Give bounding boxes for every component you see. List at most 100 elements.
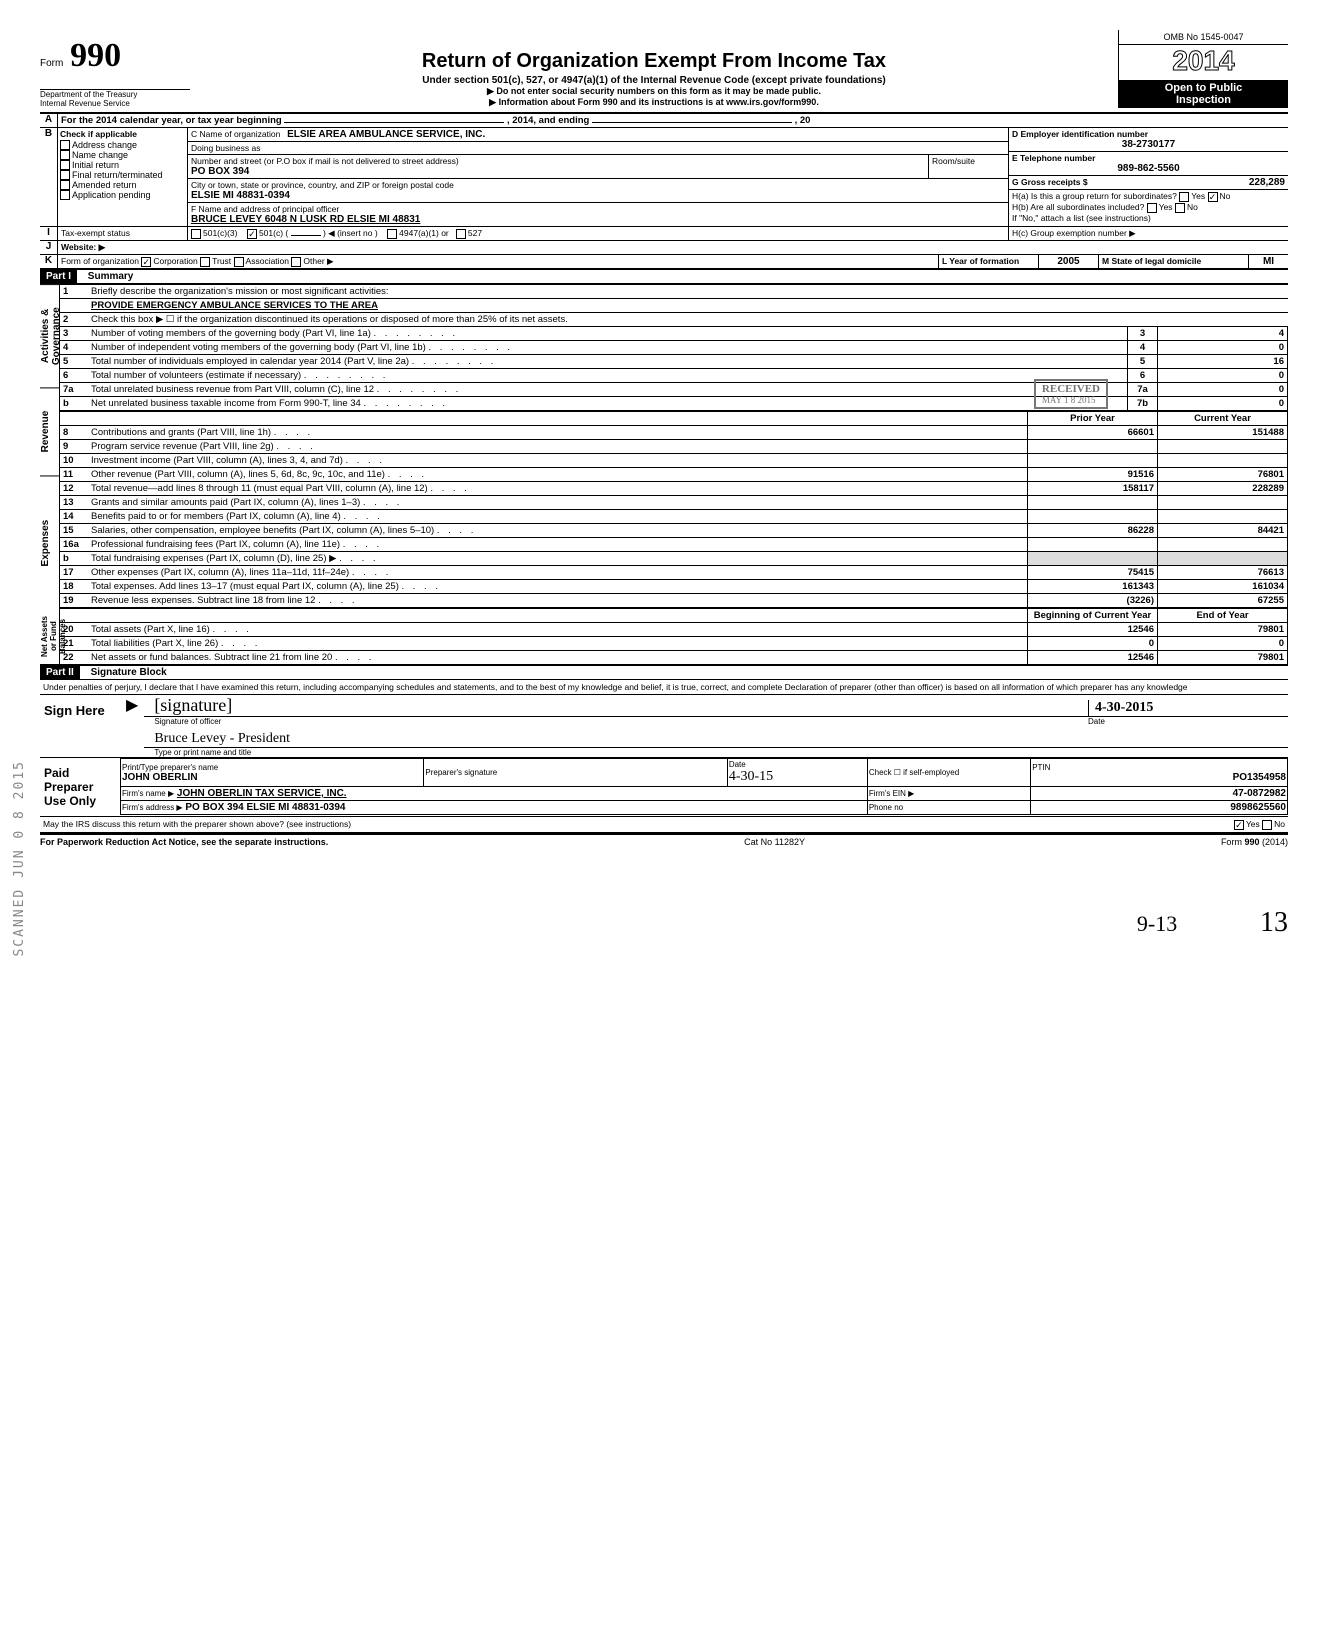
summary-row: 6 Total number of volunteers (estimate i… bbox=[60, 369, 1288, 383]
summary-row: 9 Program service revenue (Part VIII, li… bbox=[60, 440, 1288, 454]
tax-exempt-label: Tax-exempt status bbox=[58, 227, 188, 240]
h-a-no[interactable]: ✓ bbox=[1208, 192, 1218, 202]
line1-label: Briefly describe the organization's miss… bbox=[88, 285, 1288, 299]
officer-value: BRUCE LEVEY 6048 N LUSK RD ELSIE MI 4883… bbox=[191, 214, 1005, 225]
scanned-stamp: SCANNED JUN 0 8 2015 bbox=[12, 760, 27, 957]
block-b-label: Check if applicable bbox=[58, 128, 187, 140]
checkbox-address-change[interactable]: Address change bbox=[58, 140, 187, 150]
hdr-prior: Prior Year bbox=[1028, 411, 1158, 425]
summary-row: 14 Benefits paid to or for members (Part… bbox=[60, 510, 1288, 524]
summary-row: 18 Total expenses. Add lines 13–17 (must… bbox=[60, 580, 1288, 594]
checkbox-amended-return[interactable]: Amended return bbox=[58, 180, 187, 190]
state-label: M State of legal domicile bbox=[1102, 256, 1201, 266]
form-title: Return of Organization Exempt From Incom… bbox=[190, 50, 1118, 73]
yof-value: 2005 bbox=[1038, 255, 1098, 268]
summary-row: 8 Contributions and grants (Part VIII, l… bbox=[60, 426, 1288, 440]
dept-line-1: Department of the Treasury bbox=[40, 90, 190, 99]
summary-row: 21 Total liabilities (Part X, line 26) .… bbox=[60, 637, 1288, 651]
street-label: Number and street (or P.O box if mail is… bbox=[191, 156, 925, 166]
checkbox-initial-return[interactable]: Initial return bbox=[58, 160, 187, 170]
phone-label: Phone no bbox=[867, 801, 1030, 815]
form-header: Form 990 Department of the Treasury Inte… bbox=[40, 30, 1288, 114]
summary-row: 12 Total revenue—add lines 8 through 11 … bbox=[60, 482, 1288, 496]
line1-value: PROVIDE EMERGENCY AMBULANCE SERVICES TO … bbox=[88, 299, 1288, 313]
part2-title: Part II bbox=[40, 666, 80, 679]
h-a-row: H(a) Is this a group return for subordin… bbox=[1012, 191, 1285, 202]
dba-label: Doing business as bbox=[188, 142, 1008, 155]
summary-row: 7a Total unrelated business revenue from… bbox=[60, 383, 1288, 397]
sign-here-label: Sign Here bbox=[44, 703, 116, 718]
h-c-label: H(c) Group exemption number ▶ bbox=[1008, 227, 1288, 240]
h-b-row: H(b) Are all subordinates included? Yes … bbox=[1012, 202, 1285, 213]
discuss-no[interactable] bbox=[1262, 820, 1272, 830]
summary-row: 13 Grants and similar amounts paid (Part… bbox=[60, 496, 1288, 510]
summary-row: 15 Salaries, other compensation, employe… bbox=[60, 524, 1288, 538]
line2-label: Check this box ▶ ☐ if the organization d… bbox=[88, 313, 1288, 327]
discuss-label: May the IRS discuss this return with the… bbox=[43, 819, 351, 830]
check-501c3[interactable] bbox=[191, 229, 201, 239]
dept-line-2: Internal Revenue Service bbox=[40, 99, 190, 108]
firm-ein-label: Firm's EIN ▶ bbox=[867, 787, 1030, 801]
h-b-no[interactable] bbox=[1175, 203, 1185, 213]
sign-arrow-icon: ▶ bbox=[126, 695, 138, 757]
side-netassets: Net Assets or Fund Balances bbox=[40, 609, 59, 664]
form-warn-2: ▶ Information about Form 990 and its ins… bbox=[190, 97, 1118, 108]
check-501c[interactable]: ✓ bbox=[247, 229, 257, 239]
part1-heading: Summary bbox=[88, 271, 134, 282]
check-other[interactable] bbox=[291, 257, 301, 267]
check-527[interactable] bbox=[456, 229, 466, 239]
hand-note-1: 9-13 bbox=[1137, 911, 1177, 936]
h-a-yes[interactable] bbox=[1179, 192, 1189, 202]
row-a-pre: For the 2014 calendar year, or tax year … bbox=[61, 115, 282, 126]
inspection-1: Open to Public bbox=[1123, 82, 1284, 94]
form-subtitle: Under section 501(c), 527, or 4947(a)(1)… bbox=[190, 75, 1118, 86]
hdr-end: End of Year bbox=[1158, 608, 1288, 622]
room-label: Room/suite bbox=[928, 155, 1008, 178]
summary-row: 20 Total assets (Part X, line 16) . . . … bbox=[60, 623, 1288, 637]
check-assoc[interactable] bbox=[234, 257, 244, 267]
omb-number: OMB No 1545-0047 bbox=[1119, 30, 1288, 45]
prep-name: JOHN OBERLIN bbox=[122, 772, 422, 783]
form-org-label: Form of organization bbox=[61, 256, 139, 266]
checkbox-name-change[interactable]: Name change bbox=[58, 150, 187, 160]
check-corp[interactable]: ✓ bbox=[141, 257, 151, 267]
summary-row: 3 Number of voting members of the govern… bbox=[60, 327, 1288, 341]
checkbox-application-pending[interactable]: Application pending bbox=[58, 190, 187, 200]
gross-receipts: 228,289 bbox=[1249, 177, 1285, 188]
firm-name-label: Firm's name ▶ bbox=[122, 789, 174, 798]
city-label: City or town, state or province, country… bbox=[191, 180, 1005, 190]
block-e-label: E Telephone number bbox=[1012, 153, 1285, 163]
summary-row: b Net unrelated business taxable income … bbox=[60, 397, 1288, 411]
h-b-yes[interactable] bbox=[1147, 203, 1157, 213]
yof-label: L Year of formation bbox=[942, 256, 1019, 266]
website-label: Website: ▶ bbox=[58, 241, 1288, 254]
perjury-text: Under penalties of perjury, I declare th… bbox=[40, 680, 1288, 694]
form-label-prefix: Form bbox=[40, 58, 63, 69]
check-trust[interactable] bbox=[200, 257, 210, 267]
street-value: PO BOX 394 bbox=[191, 166, 925, 177]
check-4947[interactable] bbox=[387, 229, 397, 239]
firm-ein: 47-0872982 bbox=[1031, 787, 1288, 801]
prep-sig-label: Preparer's signature bbox=[425, 768, 725, 777]
form-warn-1: ▶ Do not enter social security numbers o… bbox=[190, 86, 1118, 97]
paid-label-1: Paid bbox=[44, 766, 116, 780]
checkbox-final-return[interactable]: Final return/terminated bbox=[58, 170, 187, 180]
row-i-letter: I bbox=[40, 227, 58, 240]
self-emp-label: Check ☐ if self-employed bbox=[867, 759, 1030, 787]
block-g-label: G Gross receipts $ bbox=[1012, 177, 1088, 188]
summary-row: 10 Investment income (Part VIII, column … bbox=[60, 454, 1288, 468]
row-a-mid: , 2014, and ending bbox=[507, 115, 589, 126]
row-b-letter: B bbox=[40, 128, 58, 226]
prep-date: 4-30-15 bbox=[729, 769, 866, 785]
summary-row: 16a Professional fundraising fees (Part … bbox=[60, 538, 1288, 552]
prep-date-label: Date bbox=[729, 760, 866, 769]
part2-heading: Signature Block bbox=[91, 667, 167, 678]
hdr-current: Current Year bbox=[1158, 411, 1288, 425]
discuss-yes[interactable]: ✓ bbox=[1234, 820, 1244, 830]
hand-note-2: 13 bbox=[1260, 907, 1288, 938]
paid-label-3: Use Only bbox=[44, 794, 116, 808]
firm-addr: PO BOX 394 ELSIE MI 48831-0394 bbox=[185, 802, 345, 813]
firm-name: JOHN OBERLIN TAX SERVICE, INC. bbox=[177, 788, 347, 799]
summary-row: 22 Net assets or fund balances. Subtract… bbox=[60, 651, 1288, 665]
ptin-value: PO1354958 bbox=[1032, 772, 1286, 783]
